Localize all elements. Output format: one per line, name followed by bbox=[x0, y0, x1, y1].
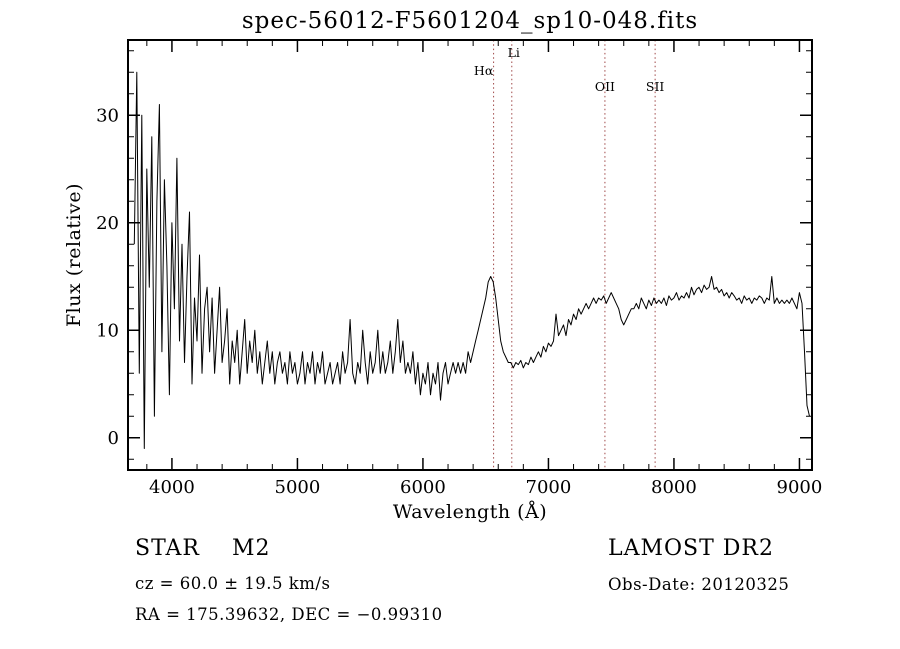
axis-minor-ticks bbox=[128, 40, 812, 470]
object-class-label: STAR M2 bbox=[135, 536, 271, 561]
tick-labels: 4000 5000 6000 7000 8000 9000 0 10 20 30 bbox=[96, 105, 822, 498]
plot-frame bbox=[127, 39, 813, 471]
spectral-line-label: OII bbox=[595, 79, 615, 94]
y-axis-label: Flux (relative) bbox=[63, 183, 85, 327]
y-tick-label: 0 bbox=[108, 428, 119, 449]
x-tick-label: 7000 bbox=[526, 477, 572, 498]
survey-release-label: LAMOST DR2 bbox=[608, 536, 774, 561]
x-tick-label: 6000 bbox=[400, 477, 446, 498]
y-tick-label: 10 bbox=[96, 320, 119, 341]
marked-spectral-lines: Hα Li OII SII bbox=[474, 40, 664, 470]
spectrum-line bbox=[133, 71, 810, 449]
spectral-line-label: Li bbox=[508, 45, 520, 60]
x-tick-label: 5000 bbox=[275, 477, 321, 498]
x-tick-label: 4000 bbox=[149, 477, 195, 498]
coordinates-label: RA = 175.39632, DEC = −0.99310 bbox=[135, 605, 443, 624]
y-tick-label: 30 bbox=[96, 105, 119, 126]
spectral-line-label: Hα bbox=[474, 63, 494, 78]
spectral-line-label: SII bbox=[646, 79, 665, 94]
obs-date-label: Obs-Date: 20120325 bbox=[608, 575, 790, 594]
radial-velocity-label: cz = 60.0 ± 19.5 km/s bbox=[135, 574, 331, 593]
x-axis-label: Wavelength (Å) bbox=[392, 501, 548, 523]
chart-title: spec-56012-F5601204_sp10-048.fits bbox=[241, 8, 699, 34]
x-tick-label: 9000 bbox=[777, 477, 823, 498]
axis-ticks bbox=[128, 40, 812, 470]
y-tick-label: 20 bbox=[96, 213, 119, 234]
x-tick-label: 8000 bbox=[651, 477, 697, 498]
